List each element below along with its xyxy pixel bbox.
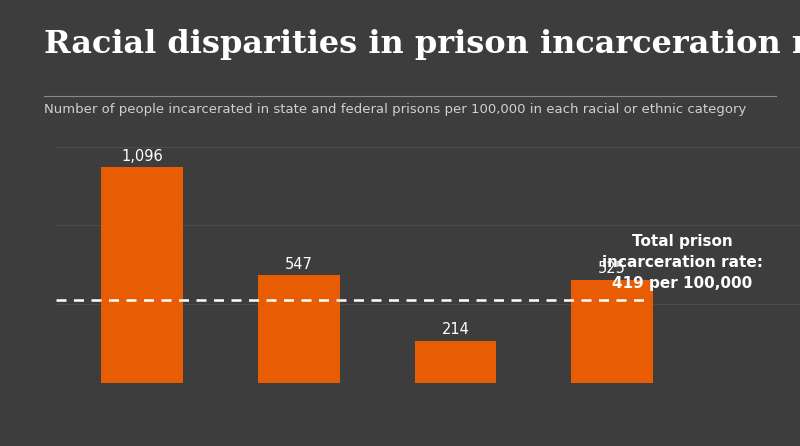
Text: Total prison
incarceration rate:
419 per 100,000: Total prison incarceration rate: 419 per… bbox=[602, 234, 763, 291]
Text: Racial disparities in prison incarceration rates, 2019: Racial disparities in prison incarcerati… bbox=[44, 29, 800, 60]
Text: 547: 547 bbox=[285, 257, 313, 272]
Text: 1,096: 1,096 bbox=[122, 149, 163, 164]
Bar bbox=[414, 341, 496, 383]
Bar bbox=[258, 275, 339, 383]
Bar bbox=[102, 167, 183, 383]
Text: Number of people incarcerated in state and federal prisons per 100,000 in each r: Number of people incarcerated in state a… bbox=[44, 103, 746, 116]
Bar bbox=[571, 280, 653, 383]
Text: 214: 214 bbox=[442, 322, 470, 337]
Text: 525: 525 bbox=[598, 261, 626, 276]
